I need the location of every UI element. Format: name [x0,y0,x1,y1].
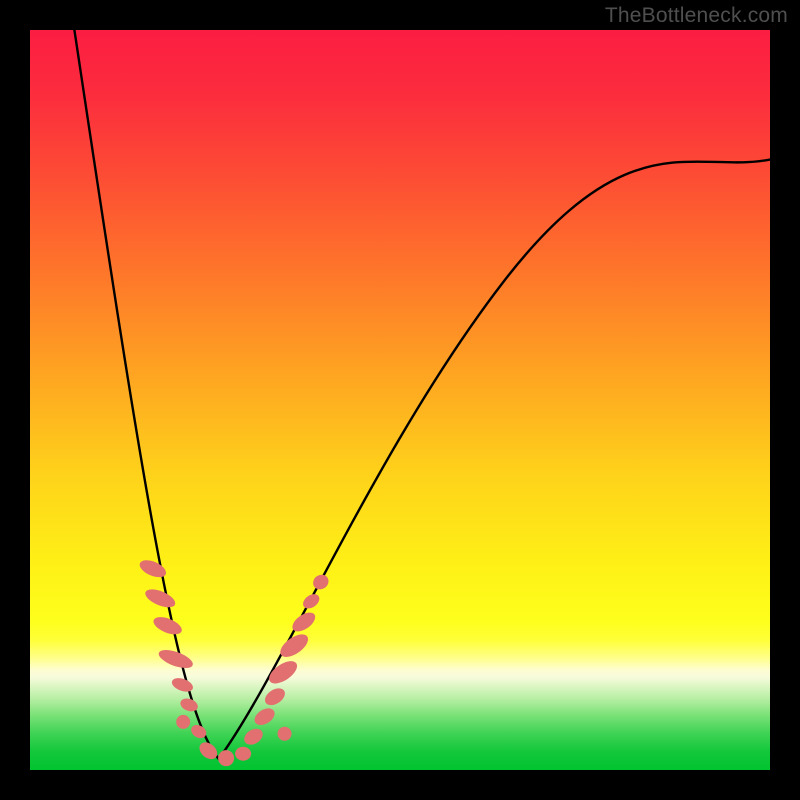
chart-frame: TheBottleneck.com [0,0,800,800]
data-marker [235,747,251,761]
watermark-text: TheBottleneck.com [605,4,788,28]
data-marker [218,750,234,766]
data-marker [176,715,190,729]
chart-svg [30,30,770,770]
plot-area [30,30,770,770]
data-marker [278,727,292,741]
gradient-background [30,30,770,770]
